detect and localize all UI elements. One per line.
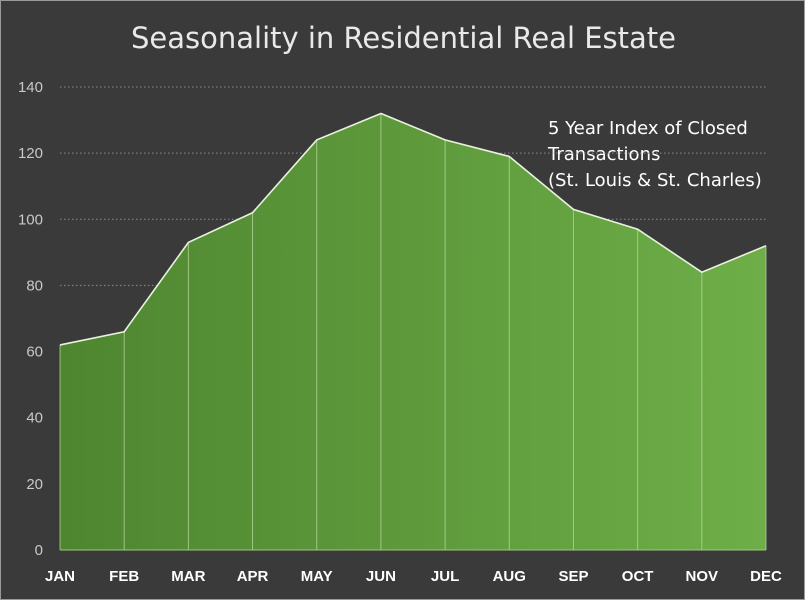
x-tick-label: AUG [493, 568, 526, 585]
x-tick-label: DEC [750, 568, 782, 585]
y-tick-label: 100 [18, 211, 43, 228]
area-fill [60, 113, 766, 550]
y-tick-label: 140 [18, 79, 43, 96]
x-tick-label: SEP [558, 568, 588, 585]
area-series [59, 112, 767, 551]
y-tick-label: 0 [35, 542, 43, 559]
y-tick-label: 40 [26, 410, 43, 427]
x-tick-label: NOV [686, 568, 719, 585]
chart-annotation: 5 Year Index of Closed Transactions (St.… [548, 116, 762, 194]
series-line [59, 112, 767, 346]
x-tick-label: MAY [301, 568, 333, 585]
y-tick-label: 80 [26, 277, 43, 294]
x-tick-label: OCT [622, 568, 654, 585]
x-tick-label: JAN [45, 568, 75, 585]
annotation-line-3: (St. Louis & St. Charles) [548, 170, 762, 191]
x-tick-label: FEB [109, 568, 139, 585]
y-tick-label: 20 [26, 476, 43, 493]
x-tick-label: MAR [171, 568, 205, 585]
x-tick-label: JUL [431, 568, 459, 585]
y-tick-label: 60 [26, 344, 43, 361]
x-axis-ticks: JAN FEB MAR APR MAY JUN JUL AUG SEP OCT NOV DEC [45, 568, 782, 585]
chart-title: Seasonality in Residential Real Estate [130, 21, 677, 55]
annotation-line-2: Transactions [548, 144, 661, 165]
annotation-line-1: 5 Year Index of Closed [548, 118, 748, 139]
x-tick-label: APR [237, 568, 269, 585]
x-tick-label: JUN [366, 568, 396, 585]
y-tick-label: 120 [18, 145, 43, 162]
y-axis-ticks: 0 20 40 60 80 100 120 140 [18, 79, 43, 559]
